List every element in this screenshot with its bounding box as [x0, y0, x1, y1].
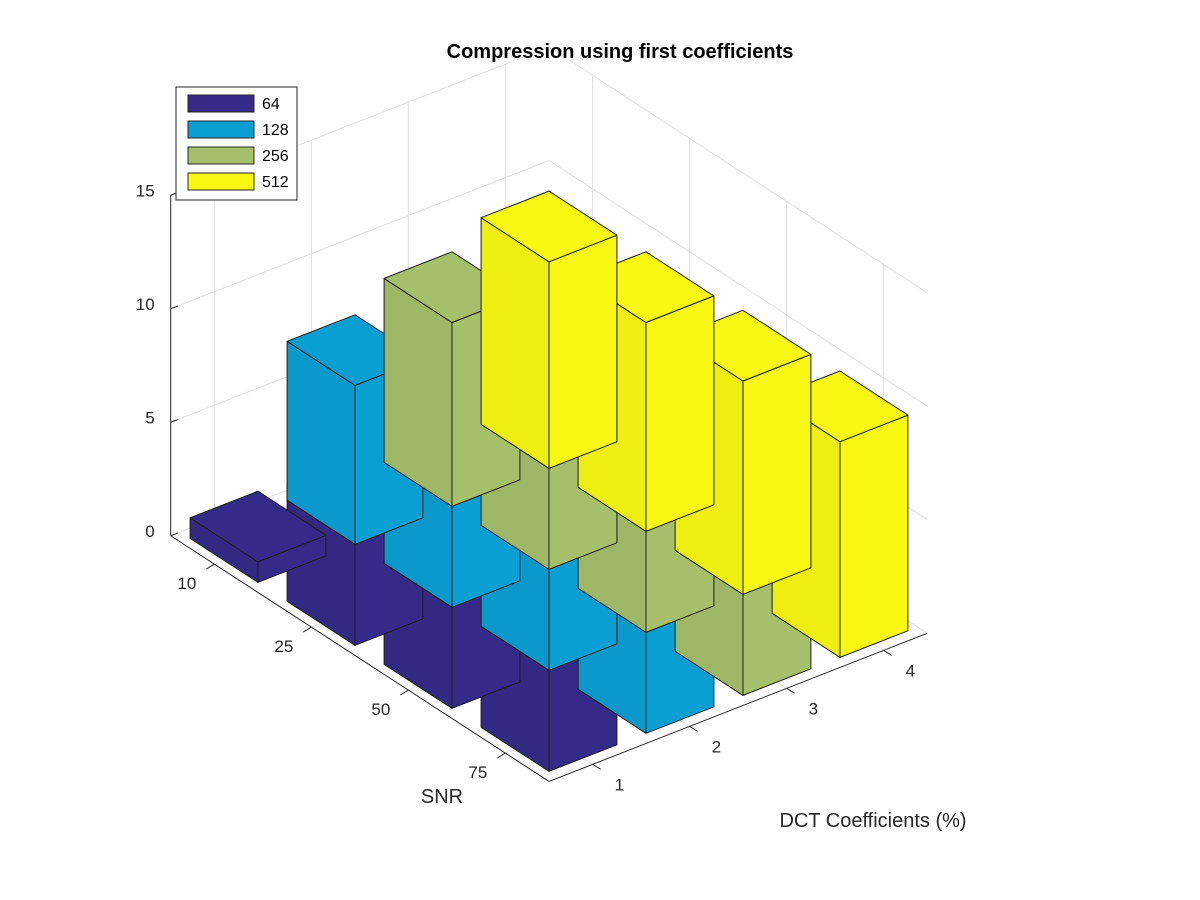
chart-title: Compression using first coefficients: [447, 41, 794, 63]
legend-label: 256: [262, 148, 289, 165]
y-tick-label: 10: [177, 574, 196, 593]
bar-front-face: [548, 234, 618, 469]
x-axis-line: [548, 632, 928, 782]
bar-front-face: [839, 414, 909, 658]
y-axis-title: SNR: [421, 786, 463, 808]
y-tick-mark: [400, 689, 409, 696]
x-tick-mark: [689, 725, 698, 732]
y-tick-mark: [206, 563, 215, 570]
axis-layer: 0 5 10 15 10 25 50 75 1 2 3 4: [136, 181, 928, 794]
y-tick-label: 50: [371, 700, 390, 719]
z-tick-label: 15: [136, 181, 155, 200]
grid-line-horizontal: [170, 159, 928, 407]
y-tick-mark: [303, 626, 312, 633]
legend-swatch: [187, 172, 255, 191]
legend-label: 128: [262, 122, 289, 139]
y-tick-label: 75: [468, 763, 487, 782]
z-tick-mark: [170, 532, 178, 537]
z-tick-label: 5: [145, 408, 154, 427]
bar-top-face: [480, 190, 618, 263]
z-tick-label: 10: [136, 295, 155, 314]
y-tick-label: 25: [274, 637, 293, 656]
bar-front-face: [645, 295, 715, 532]
bar-front-face: [742, 353, 812, 595]
bar: [480, 190, 618, 469]
y-axis-line: [170, 535, 550, 782]
x-tick-label: 4: [906, 661, 915, 680]
z-tick-label: 0: [145, 522, 154, 541]
legend-label: 512: [262, 174, 289, 191]
legend: 64 128 256 512: [175, 86, 298, 201]
z-tick-mark: [170, 305, 178, 310]
legend-swatch: [187, 94, 255, 113]
x-axis-title: DCT Coefficients (%): [779, 810, 966, 832]
y-tick-mark: [497, 752, 506, 759]
bar-top-face: [189, 490, 327, 563]
x-tick-label: 2: [712, 737, 721, 756]
x-tick-label: 1: [615, 775, 624, 794]
x-tick-mark: [883, 649, 892, 656]
x-tick-mark: [592, 763, 601, 770]
x-tick-mark: [786, 687, 795, 694]
bar: [189, 490, 327, 583]
legend-label: 64: [262, 96, 280, 113]
legend-swatch: [187, 146, 255, 165]
z-tick-mark: [170, 419, 178, 423]
bars-layer: [189, 190, 909, 772]
x-tick-label: 3: [809, 699, 818, 718]
legend-swatch: [187, 120, 255, 139]
